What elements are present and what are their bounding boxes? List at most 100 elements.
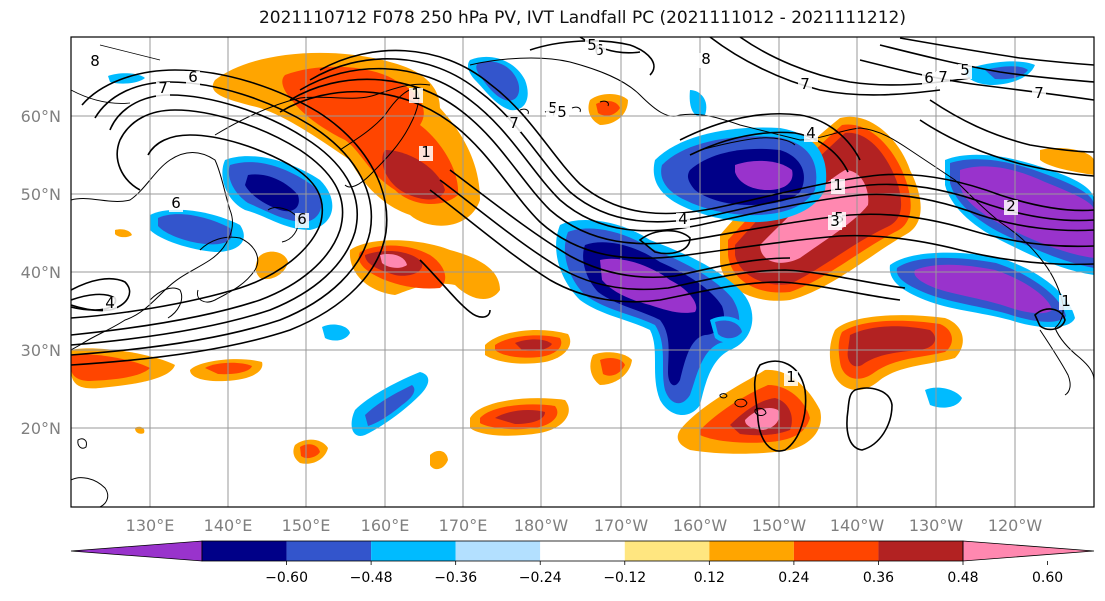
contour-label-bg	[555, 106, 569, 121]
contour-label: 6	[297, 210, 307, 228]
contour-label-bg	[186, 71, 200, 86]
longitude-label: 170°W	[594, 516, 649, 535]
contour-label: 2	[1006, 197, 1016, 215]
colorbar-segment	[455, 541, 541, 561]
colorbar-extend-high	[962, 540, 1095, 562]
contour-label: 1	[421, 143, 431, 161]
coastlines	[71, 57, 1094, 507]
longitude-label: 130°E	[126, 516, 175, 535]
colorbar-segment	[540, 541, 625, 561]
colorbar-segment	[878, 541, 963, 561]
contour-label: 8	[90, 52, 100, 70]
contour-label-bg	[1032, 87, 1046, 102]
contour-label-bg	[676, 213, 690, 228]
colorbar-segment	[202, 541, 287, 561]
latitude-label: 30°N	[21, 341, 61, 360]
contour-label-bg	[295, 213, 309, 228]
contour-label-bg	[507, 117, 521, 132]
contour-label: 5	[587, 36, 597, 54]
colorbar-tick-label: 0.48	[947, 570, 978, 586]
contour-label: 6	[171, 194, 181, 212]
longitude-label: 160°W	[673, 516, 728, 535]
longitude-label: 140°E	[204, 516, 253, 535]
longitude-label: 160°E	[361, 516, 410, 535]
contour-label-bg	[828, 215, 842, 230]
colorbar-segment	[793, 541, 879, 561]
contour-label: 1	[1061, 292, 1071, 310]
latitude-labels: 20°N 30°N 40°N 50°N 60°N	[21, 107, 61, 438]
contour-label-bg	[169, 197, 183, 212]
contour-label: 6	[188, 68, 198, 86]
contour-label: 1	[786, 368, 796, 386]
colorbar-segment	[286, 541, 372, 561]
contour-label: 7	[800, 75, 810, 93]
contour-label: 7	[509, 114, 519, 132]
contour-label-bg	[419, 146, 433, 161]
contour-label-bg	[936, 71, 950, 86]
contour-label-bg	[958, 64, 972, 79]
colorbar-tick-label: −0.36	[434, 570, 477, 586]
longitude-label: 120°W	[988, 516, 1043, 535]
contour-label-bg	[88, 55, 102, 70]
contour-label: 5	[557, 103, 567, 121]
latitude-label: 40°N	[21, 263, 61, 282]
contour-label-bg	[156, 82, 170, 97]
contour-label-bg	[784, 371, 798, 386]
contour-label-bg	[585, 39, 599, 54]
contour-label-bg	[1059, 295, 1073, 310]
colorbar-tick-label: 0.24	[778, 570, 809, 586]
positive-160e	[349, 240, 500, 300]
longitude-label: 180°W	[514, 516, 569, 535]
latitude-label: 60°N	[21, 107, 61, 126]
latitude-label: 20°N	[21, 419, 61, 438]
gridlines	[71, 37, 1094, 507]
contour-label: 1	[411, 85, 421, 103]
contour-label-bg	[922, 72, 936, 87]
map-title: 2021110712 F078 250 hPa PV, IVT Landfall…	[258, 8, 906, 28]
colorbar	[70, 540, 1095, 562]
longitude-label: 150°W	[752, 516, 807, 535]
longitude-label: 140°W	[830, 516, 885, 535]
contour-label-bg	[1004, 200, 1018, 215]
contour-label: 4	[105, 294, 115, 312]
contour-label: 4	[806, 124, 816, 142]
longitude-label: 170°E	[439, 516, 488, 535]
colorbar-tick-label: 0.60	[1032, 570, 1063, 586]
contour-label: 8	[701, 50, 711, 68]
contour-label-bg	[798, 78, 812, 93]
colorbar-tick-label: 0.12	[694, 570, 725, 586]
colorbar-segment	[709, 541, 794, 561]
colorbar-extend-low	[70, 540, 203, 562]
contour-label: 1	[833, 176, 843, 194]
contour-label-bg	[409, 88, 423, 103]
contour-label: 7	[1034, 84, 1044, 102]
contour-label: 3	[830, 212, 840, 230]
latitude-label: 50°N	[21, 185, 61, 204]
longitude-labels: 130°E 140°E 150°E 160°E 170°E 180°W 170°W 160°W…	[126, 516, 1043, 535]
colorbar-tick-label: −0.48	[350, 570, 393, 586]
contour-label-bg	[804, 127, 818, 142]
colorbar-tick-label: −0.24	[519, 570, 562, 586]
contour-label-bg	[831, 179, 845, 194]
map-border	[70, 36, 1095, 508]
contour-label-bg	[103, 297, 117, 312]
contour-label: 5	[960, 61, 970, 79]
contour-label-bg	[699, 53, 713, 68]
contour-label: 5	[548, 99, 558, 117]
contour-label: 7	[938, 68, 948, 86]
colorbar-tick-label: −0.60	[265, 570, 308, 586]
thin-contours	[71, 44, 161, 104]
positive-alaska	[720, 116, 921, 301]
contour-label: 7	[158, 79, 168, 97]
contour-label: 4	[678, 210, 688, 228]
colorbar-tick-label: −0.12	[603, 570, 646, 586]
colorbar-tick-labels: −0.60 −0.48 −0.36 −0.24 −0.12 0.12 0.24 0.36 0.4…	[265, 561, 1063, 586]
colorbar-frame	[201, 540, 964, 562]
contour-labels: 876546648655774153765117121	[88, 36, 1073, 386]
colorbar-segment	[624, 541, 710, 561]
contour-label: 6	[924, 69, 934, 87]
colorbar-segment	[371, 541, 456, 561]
longitude-label: 150°E	[282, 516, 331, 535]
colorbar-tick-label: 0.36	[863, 570, 894, 586]
